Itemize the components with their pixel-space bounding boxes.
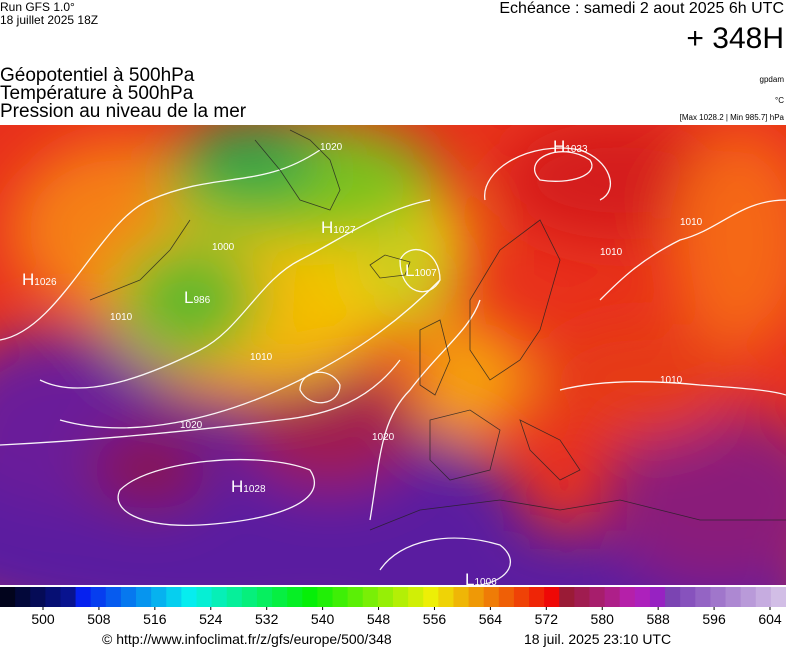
color-swatch	[272, 587, 288, 607]
isobar-label: 1010	[110, 312, 133, 323]
isobar-label: 1020	[372, 432, 395, 443]
color-swatch	[15, 587, 31, 607]
colorbar-tick-label: 596	[702, 611, 726, 627]
color-swatch	[105, 587, 122, 607]
color-swatch	[589, 587, 606, 607]
color-swatch	[45, 587, 61, 607]
color-swatch	[498, 587, 515, 607]
unit-label: gpdam	[760, 75, 785, 84]
field-name: Géopotentiel à 500hPa	[0, 65, 195, 86]
isobar-label: 1010	[680, 217, 703, 228]
color-swatch	[60, 587, 77, 607]
color-swatch	[604, 587, 621, 607]
map: H1033 H1027 L1007 H1026 L986 H1028 L1006 1010 1…	[0, 125, 786, 589]
colorbar-tick-label: 548	[367, 611, 391, 627]
color-swatch	[513, 587, 530, 607]
color-swatch	[529, 587, 545, 607]
color-swatch	[770, 587, 786, 607]
colorbar-tick-label: 556	[423, 611, 447, 627]
color-swatch	[377, 587, 394, 607]
color-swatch	[120, 587, 137, 607]
color-swatch	[408, 587, 424, 607]
isobar-label: 1000	[212, 242, 235, 253]
color-swatch	[30, 587, 46, 607]
color-swatch	[166, 587, 182, 607]
color-swatch	[151, 587, 167, 607]
color-swatch	[256, 587, 273, 607]
color-swatch	[559, 587, 575, 607]
color-swatch	[0, 587, 16, 607]
colorbar-tick-label: 588	[646, 611, 670, 627]
colorbar-tick-label: 580	[591, 611, 615, 627]
color-swatch	[362, 587, 379, 607]
pressure-center: L1006	[465, 570, 497, 589]
valid-time: Echéance : samedi 2 aout 2025 6h UTC	[499, 0, 784, 17]
isobar-label: 1010	[250, 352, 273, 363]
color-swatch	[332, 587, 349, 607]
colorbar-tick-label: 540	[311, 611, 335, 627]
colorbar-tick-label: 524	[199, 611, 223, 627]
color-swatch	[226, 587, 243, 607]
isobar-label: 1020	[320, 142, 343, 153]
color-swatch	[438, 587, 454, 607]
colorbar-tick-label: 604	[758, 611, 782, 627]
color-swatch	[710, 587, 727, 607]
color-swatch	[302, 587, 318, 607]
color-swatch	[680, 587, 696, 607]
pressure-center: L986	[184, 288, 211, 307]
color-swatch	[317, 587, 334, 607]
colorbar-tick-label: 500	[31, 611, 55, 627]
isobar-label: 1010	[600, 247, 623, 258]
color-swatch	[196, 587, 213, 607]
color-swatch	[75, 587, 92, 607]
color-swatch	[544, 587, 560, 607]
color-swatch	[695, 587, 711, 607]
unit-label: [Max 1028.2 | Min 985.7] hPa	[680, 113, 785, 122]
colorbar-tick-label: 532	[255, 611, 279, 627]
color-swatch	[725, 587, 742, 607]
pressure-center: H1033	[553, 137, 588, 156]
color-swatch	[347, 587, 364, 607]
color-swatch	[649, 587, 666, 607]
color-swatch	[287, 587, 303, 607]
color-swatch	[619, 587, 636, 607]
isobar-label: 1020	[180, 420, 203, 431]
colorbar-tick-label: 516	[143, 611, 167, 627]
isobar-label: 1010	[660, 375, 683, 386]
color-swatch	[468, 587, 485, 607]
color-swatch	[136, 587, 152, 607]
color-swatch	[90, 587, 107, 607]
colorbar-tick-label: 564	[479, 611, 503, 627]
pressure-center: L1007	[405, 261, 437, 280]
color-swatch	[755, 587, 772, 607]
color-swatch	[665, 587, 681, 607]
color-swatch	[634, 587, 651, 607]
run: Run GFS 1.0°	[0, 0, 75, 14]
color-swatch	[423, 587, 439, 607]
field-name: Pression au niveau de la mer	[0, 101, 247, 122]
color-swatch	[483, 587, 500, 607]
color-swatch	[393, 587, 409, 607]
pressure-center: H1028	[231, 477, 266, 496]
pressure-center: H1026	[22, 270, 57, 289]
lead-time: + 348H	[686, 22, 784, 55]
colorbar-tick-label: 508	[87, 611, 111, 627]
timestamp: 18 juil. 2025 23:10 UTC	[524, 631, 671, 647]
run-date: 18 juillet 2025 18Z	[0, 13, 98, 27]
color-swatch	[740, 587, 757, 607]
color-swatch	[241, 587, 258, 607]
pressure-center: H1027	[321, 218, 356, 237]
unit-label: °C	[775, 96, 784, 105]
field-name: Température à 500hPa	[0, 83, 194, 104]
colorbar-tick-label: 572	[535, 611, 559, 627]
color-swatch	[211, 587, 228, 607]
color-swatch	[181, 587, 197, 607]
source-link: © http://www.infoclimat.fr/z/gfs/europe/…	[102, 631, 392, 647]
color-swatch	[453, 587, 470, 607]
color-swatch	[574, 587, 590, 607]
